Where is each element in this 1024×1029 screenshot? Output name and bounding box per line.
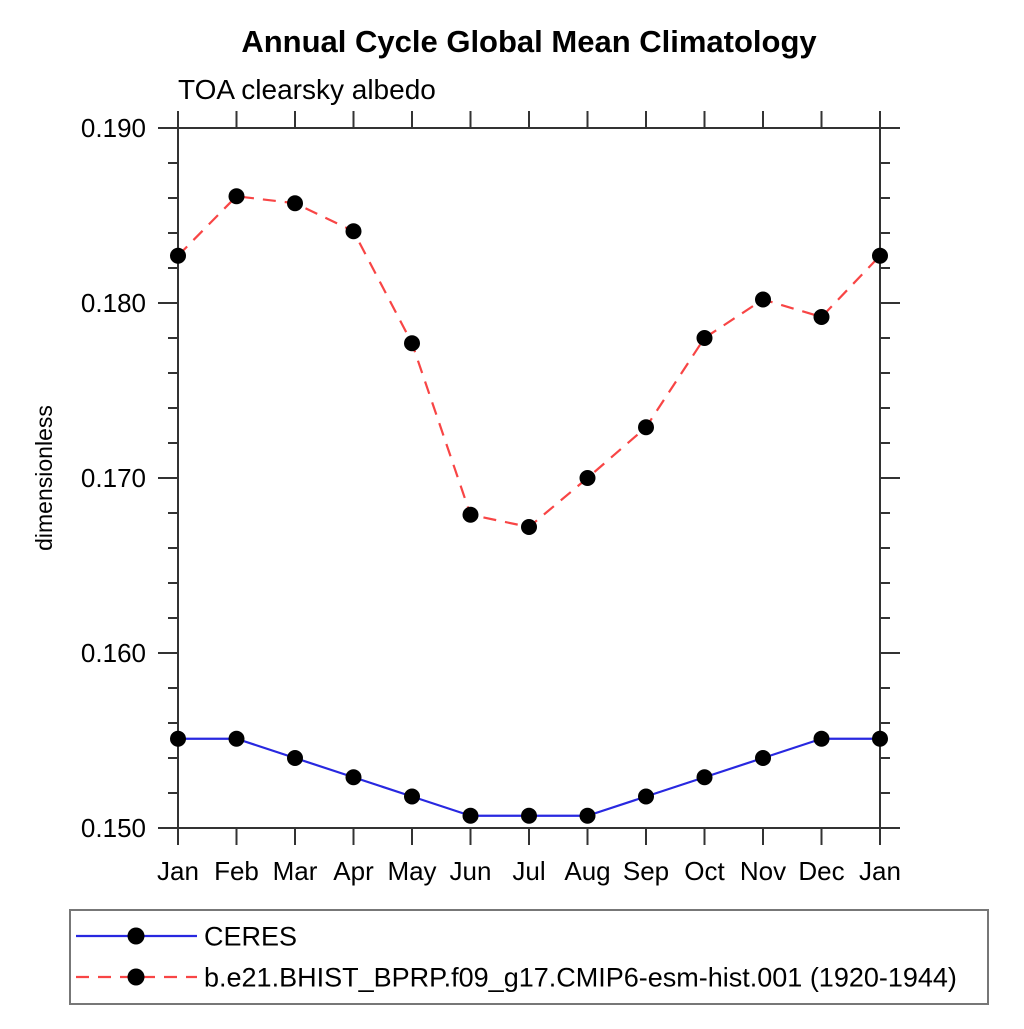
- data-point-marker-s1: [170, 247, 186, 264]
- x-tick-label: Oct: [684, 856, 725, 886]
- data-point-marker-s1: [462, 506, 479, 523]
- data-point-marker-s0: [170, 730, 186, 747]
- data-point-marker-s0: [228, 730, 245, 747]
- data-point-marker-s0: [579, 807, 596, 824]
- data-point-marker-s0: [755, 750, 771, 766]
- legend-marker-dot: [127, 927, 145, 945]
- data-point-marker-s1: [813, 309, 830, 325]
- x-tick-label: Apr: [333, 856, 374, 886]
- data-point-marker-s0: [521, 807, 537, 824]
- legend-item-ceres: CERES: [76, 922, 297, 952]
- data-point-marker-s1: [345, 223, 362, 240]
- y-axis-label: dimensionless: [31, 405, 57, 551]
- legend-item-model: b.e21.BHIST_BPRP.f09_g17.CMIP6-esm-hist.…: [76, 963, 957, 993]
- x-tick-label: Jul: [512, 856, 545, 886]
- chart-subtitle: TOA clearsky albedo: [178, 74, 436, 105]
- x-tick-label: May: [387, 856, 436, 886]
- series-line-0: [178, 737, 880, 817]
- data-point-marker-s1: [755, 291, 771, 308]
- chart-title: Annual Cycle Global Mean Climatology: [241, 24, 817, 59]
- x-tick-label: Mar: [273, 856, 318, 886]
- data-point-marker-s0: [638, 788, 654, 805]
- y-tick-label: 0.160: [81, 638, 146, 668]
- data-point-marker-s0: [872, 730, 888, 747]
- data-point-marker-s1: [228, 188, 245, 205]
- data-point-marker-s0: [462, 807, 479, 824]
- data-point-marker-s0: [696, 769, 713, 786]
- legend-label-ceres: CERES: [204, 922, 297, 952]
- data-point-marker-s0: [345, 769, 362, 786]
- plot-frame: [177, 127, 881, 829]
- x-tick-label: Jan: [157, 856, 199, 886]
- data-point-marker-s1: [404, 335, 420, 352]
- legend: CERES b.e21.BHIST_BPRP.f09_g17.CMIP6-esm…: [69, 909, 989, 1005]
- y-tick-label: 0.190: [81, 113, 146, 143]
- plot-area: 0.150 0.160 0.170 0.180 0.190 Jan Feb Mar Apr May…: [81, 111, 901, 886]
- data-point-marker-s1: [521, 519, 537, 535]
- x-tick-label: Jan: [859, 856, 901, 886]
- y-tick-label: 0.150: [81, 813, 146, 843]
- data-point-marker-s1: [287, 195, 303, 212]
- x-tick-label: Nov: [740, 856, 786, 886]
- data-point-marker-s0: [813, 730, 830, 747]
- x-tick-label: Dec: [798, 856, 844, 886]
- x-tick-label: Jun: [450, 856, 492, 886]
- data-point-marker-s0: [404, 788, 420, 805]
- legend-label-model: b.e21.BHIST_BPRP.f09_g17.CMIP6-esm-hist.…: [204, 963, 957, 993]
- x-tick-label: Feb: [214, 856, 259, 886]
- data-point-marker-s0: [287, 750, 303, 766]
- legend-box: [69, 909, 989, 1005]
- y-tick-label: 0.180: [81, 288, 146, 318]
- x-tick-label: Sep: [623, 856, 669, 886]
- data-point-marker-s1: [638, 419, 654, 436]
- legend-marker-dot: [127, 968, 145, 986]
- x-tick-label: Aug: [564, 856, 610, 886]
- data-point-marker-s1: [872, 247, 888, 264]
- series-line-1: [177, 195, 881, 529]
- data-point-marker-s1: [579, 470, 596, 486]
- y-tick-label: 0.170: [81, 463, 146, 493]
- data-point-marker-s1: [696, 330, 713, 346]
